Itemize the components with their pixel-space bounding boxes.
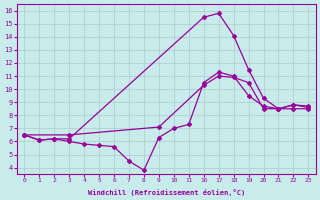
- X-axis label: Windchill (Refroidissement éolien,°C): Windchill (Refroidissement éolien,°C): [88, 189, 245, 196]
